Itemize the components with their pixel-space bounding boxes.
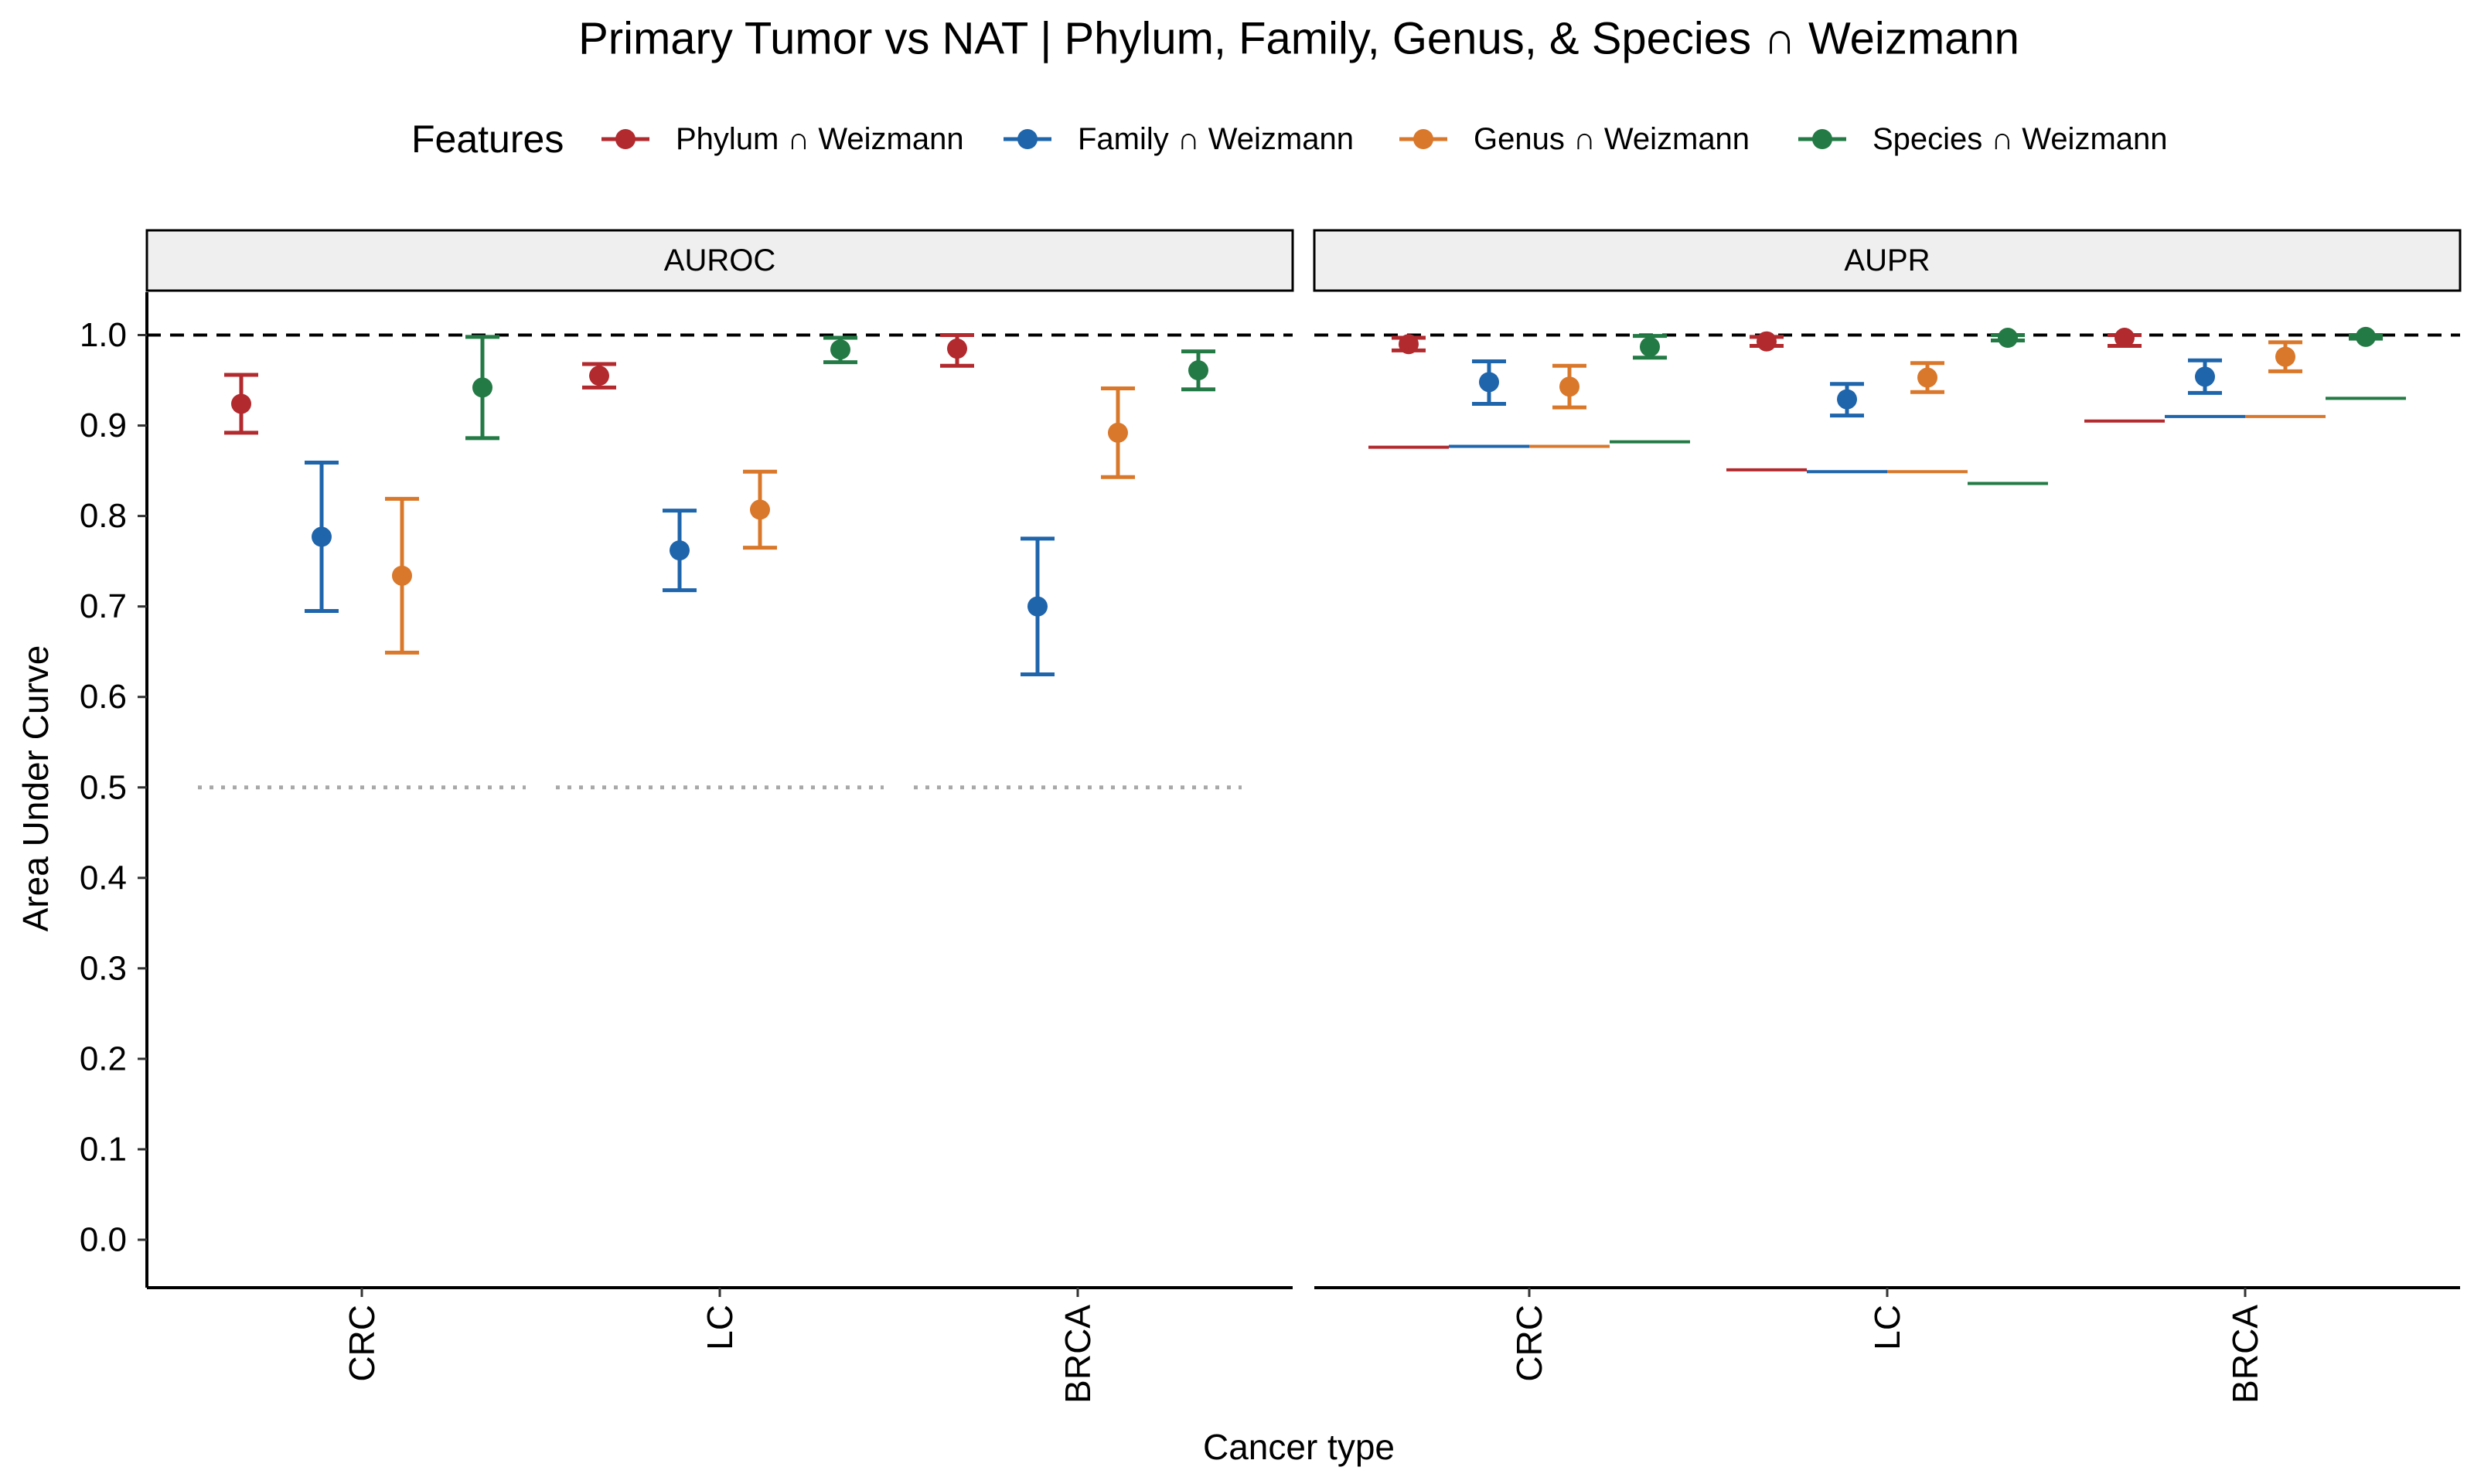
x-tick-label: LC xyxy=(1867,1305,1907,1350)
panel-strip xyxy=(145,229,1294,292)
panel-auroc: AUROC CRC LC BRCA xyxy=(145,229,1294,1404)
error-bar-genus-brca xyxy=(2268,340,2302,373)
data-point xyxy=(2275,346,2295,367)
error-bar-genus-lc xyxy=(1910,361,1944,394)
y-tick-label: 0.3 xyxy=(80,949,127,987)
y-axis: 0.0 0.1 0.2 0.3 0.4 0.5 0.6 0.7 0.8 0.9 1.0 xyxy=(80,292,148,1288)
data-point xyxy=(1108,422,1128,443)
error-bar-species-crc xyxy=(465,335,499,441)
panel-aupr: AUPR CRC LC BRCA xyxy=(1313,229,2462,1404)
data-point xyxy=(1640,336,1660,357)
error-bar-phylum-brca xyxy=(2108,328,2142,349)
panel-strip xyxy=(1313,229,2462,292)
legend-item-phylum: Phylum ∩ Weizmann xyxy=(601,122,964,156)
y-tick-label: 0.2 xyxy=(80,1040,127,1077)
data-point xyxy=(1917,367,1937,388)
y-tick-label: 0.8 xyxy=(80,497,127,535)
panel-strip-label: AUPR xyxy=(1844,243,1930,277)
data-point xyxy=(670,540,690,561)
legend-key-point xyxy=(1017,129,1038,149)
error-bar-species-crc xyxy=(1633,334,1667,360)
error-bar-phylum-brca xyxy=(940,333,974,368)
panel-strip-label: AUROC xyxy=(664,243,775,277)
error-bar-family-crc xyxy=(1472,359,1506,406)
error-bar-family-brca xyxy=(1021,536,1055,676)
error-bar-species-lc xyxy=(823,335,857,365)
data-point xyxy=(2114,328,2135,349)
error-bar-genus-crc xyxy=(1552,363,1586,410)
data-point xyxy=(1027,596,1048,617)
error-bar-phylum-crc xyxy=(224,373,258,435)
data-point xyxy=(472,377,492,398)
data-point xyxy=(750,499,770,520)
legend: Phylum ∩ Weizmann Family ∩ Weizmann Genus … xyxy=(601,122,2168,156)
legend-title: Features xyxy=(411,117,564,161)
x-tick-label: BRCA xyxy=(1058,1305,1098,1404)
legend-label: Family ∩ Weizmann xyxy=(1078,122,1354,156)
legend-item-family: Family ∩ Weizmann xyxy=(1004,122,1354,156)
legend-label: Species ∩ Weizmann xyxy=(1873,122,2168,156)
error-bar-family-brca xyxy=(2188,358,2222,395)
panels: AUROC CRC LC BRCA AUPR CRC LC BRCA xyxy=(145,229,2462,1404)
data-point xyxy=(830,339,850,360)
error-bar-genus-lc xyxy=(743,469,777,550)
error-bar-family-lc xyxy=(1830,382,1864,418)
data-point xyxy=(2356,326,2376,347)
error-bar-phylum-lc xyxy=(1750,331,1784,352)
y-tick-label: 0.4 xyxy=(80,859,127,897)
y-tick-label: 0.7 xyxy=(80,587,127,625)
data-point xyxy=(1188,360,1208,381)
y-tick-label: 0.0 xyxy=(80,1221,127,1259)
legend-label: Phylum ∩ Weizmann xyxy=(676,122,964,156)
data-point xyxy=(1479,372,1499,393)
x-tick-label: CRC xyxy=(1509,1305,1549,1382)
error-bar-species-brca xyxy=(1181,349,1215,392)
data-point xyxy=(392,565,412,586)
legend-item-species: Species ∩ Weizmann xyxy=(1798,122,2168,156)
error-bar-genus-brca xyxy=(1101,386,1135,479)
y-tick-label: 0.6 xyxy=(80,678,127,716)
error-bar-phylum-lc xyxy=(582,362,616,390)
error-bar-species-lc xyxy=(1991,328,2025,349)
legend-label: Genus ∩ Weizmann xyxy=(1474,122,1750,156)
error-bar-family-lc xyxy=(663,509,697,593)
data-point xyxy=(1998,328,2018,349)
data-point xyxy=(947,339,967,359)
x-tick-label: CRC xyxy=(342,1305,382,1382)
data-point xyxy=(1399,334,1419,355)
data-point xyxy=(1837,389,1857,410)
data-point xyxy=(1559,376,1579,397)
data-point xyxy=(2195,366,2215,387)
y-tick-label: 0.1 xyxy=(80,1130,127,1168)
data-point xyxy=(231,393,251,414)
y-tick-label: 0.5 xyxy=(80,768,127,806)
x-axis-label: Cancer type xyxy=(1203,1427,1395,1467)
error-bar-family-crc xyxy=(305,461,339,614)
error-bar-species-brca xyxy=(2349,326,2383,347)
data-point xyxy=(1757,331,1777,352)
legend-key-point xyxy=(615,129,636,149)
legend-key-point xyxy=(1812,129,1832,149)
error-bar-genus-crc xyxy=(385,496,419,655)
data-point xyxy=(312,526,332,547)
chart-title: Primary Tumor vs NAT | Phylum, Family, G… xyxy=(578,14,2019,64)
y-tick-label: 0.9 xyxy=(80,407,127,444)
y-axis-label: Area Under Curve xyxy=(15,645,56,932)
legend-key-point xyxy=(1413,129,1433,149)
legend-item-genus: Genus ∩ Weizmann xyxy=(1399,122,1750,156)
error-bar-phylum-crc xyxy=(1392,334,1426,355)
data-point xyxy=(589,366,609,386)
x-tick-label: LC xyxy=(700,1305,740,1350)
x-tick-label: BRCA xyxy=(2225,1305,2265,1404)
y-tick-label: 1.0 xyxy=(80,316,127,354)
